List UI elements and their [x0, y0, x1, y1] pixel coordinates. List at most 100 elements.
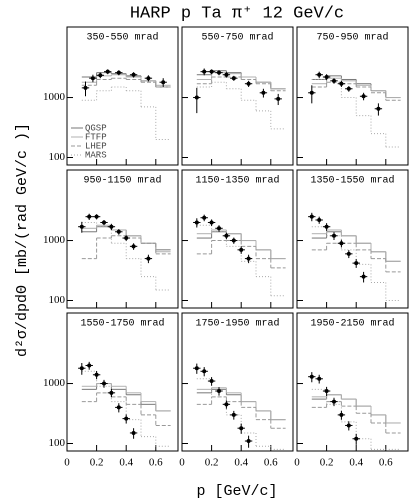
data-point — [346, 423, 351, 428]
panel-title: 350-550 mrad — [86, 32, 158, 44]
panel-frame — [66, 312, 179, 452]
panel-frame — [296, 26, 409, 166]
y-tick-label: 100 — [49, 294, 66, 306]
data-point — [231, 412, 236, 417]
data-point — [83, 85, 88, 90]
data-point — [246, 81, 251, 86]
x-tick-label: 0 — [294, 457, 300, 469]
panel-frame — [66, 26, 179, 166]
data-point — [231, 76, 236, 81]
data-point — [224, 72, 229, 77]
panel-frame — [181, 169, 294, 309]
data-point — [246, 439, 251, 444]
y-tick-label: 1000 — [43, 91, 66, 103]
x-tick-label: 0.4 — [119, 457, 133, 469]
x-tick-label: 0 — [179, 457, 185, 469]
data-point — [124, 416, 129, 421]
x-tick-label: 0 — [64, 457, 70, 469]
data-point — [79, 366, 84, 371]
data-point — [361, 94, 366, 99]
x-tick-label: 0.6 — [264, 457, 278, 469]
x-tick-label: 0.4 — [349, 457, 363, 469]
data-point — [376, 106, 381, 111]
data-point — [194, 366, 199, 371]
data-point — [354, 261, 359, 266]
data-point — [131, 72, 136, 77]
data-point — [116, 70, 121, 75]
data-point — [87, 363, 92, 368]
data-point — [146, 76, 151, 81]
data-point — [309, 214, 314, 219]
data-point — [194, 220, 199, 225]
panel-title: 1750-1950 mrad — [195, 318, 279, 330]
x-tick-label: 0.4 — [234, 457, 248, 469]
x-tick-label: 0.2 — [320, 457, 334, 469]
data-point — [116, 405, 121, 410]
panel-title: 550-750 mrad — [201, 32, 273, 44]
data-point — [102, 381, 106, 386]
x-tick-label: 0.6 — [149, 457, 163, 469]
panel-title: 1350-1550 mrad — [310, 175, 394, 187]
data-point — [246, 256, 251, 261]
data-point — [324, 389, 329, 394]
data-point — [202, 369, 207, 374]
data-point — [131, 430, 136, 435]
data-point — [109, 390, 114, 395]
y-tick-label: 100 — [49, 437, 66, 449]
data-point — [339, 81, 344, 86]
data-point — [105, 69, 110, 74]
panel-title: 950-1150 mrad — [83, 175, 161, 187]
y-tick-label: 1000 — [43, 234, 66, 246]
data-point — [202, 69, 207, 74]
x-tick-label: 0.2 — [205, 457, 219, 469]
data-point — [217, 70, 221, 75]
legend-label: FTFP — [85, 132, 107, 142]
data-point — [94, 214, 99, 219]
data-point — [361, 274, 366, 279]
panel-frame — [296, 312, 409, 452]
panel-frame — [296, 169, 409, 309]
panel-title: 1950-2150 mrad — [310, 318, 394, 330]
data-point — [194, 95, 199, 100]
data-point — [209, 220, 214, 225]
data-point — [79, 224, 84, 229]
panel-frame — [181, 26, 294, 166]
data-point — [339, 241, 344, 246]
x-axis-label: p [GeV/c] — [196, 483, 277, 500]
data-point — [231, 238, 236, 243]
panel-title: 1150-1350 mrad — [195, 175, 279, 187]
data-point — [261, 90, 266, 95]
data-point — [276, 96, 281, 101]
data-point — [87, 214, 92, 219]
data-point — [309, 374, 314, 379]
data-point — [209, 379, 214, 384]
data-point — [94, 372, 99, 377]
data-point — [332, 399, 336, 404]
data-point — [116, 229, 121, 234]
x-tick-label: 0.6 — [379, 457, 393, 469]
legend-label: QGSP — [85, 123, 107, 133]
y-axis-label: d²σ/dpdΘ [mb/(rad GeV/c )] — [14, 123, 31, 357]
data-point — [224, 402, 229, 407]
data-point — [209, 69, 214, 74]
data-point — [109, 224, 114, 229]
data-point — [224, 233, 229, 238]
data-point — [98, 73, 103, 78]
data-point — [332, 78, 336, 83]
x-tick-label: 0.2 — [90, 457, 104, 469]
data-point — [239, 247, 244, 252]
chart-title: HARP p Ta π⁺ 12 GeV/c — [130, 4, 344, 23]
panel-title: 1550-1750 mrad — [80, 318, 164, 330]
data-point — [217, 389, 221, 394]
data-point — [217, 226, 221, 231]
data-point — [346, 86, 351, 91]
y-tick-label: 1000 — [43, 377, 66, 389]
y-tick-label: 100 — [49, 151, 66, 163]
data-point — [354, 436, 359, 441]
data-point — [324, 224, 329, 229]
data-point — [346, 251, 351, 256]
data-point — [239, 426, 244, 431]
data-point — [161, 80, 166, 85]
data-point — [309, 90, 314, 95]
data-point — [332, 233, 336, 238]
